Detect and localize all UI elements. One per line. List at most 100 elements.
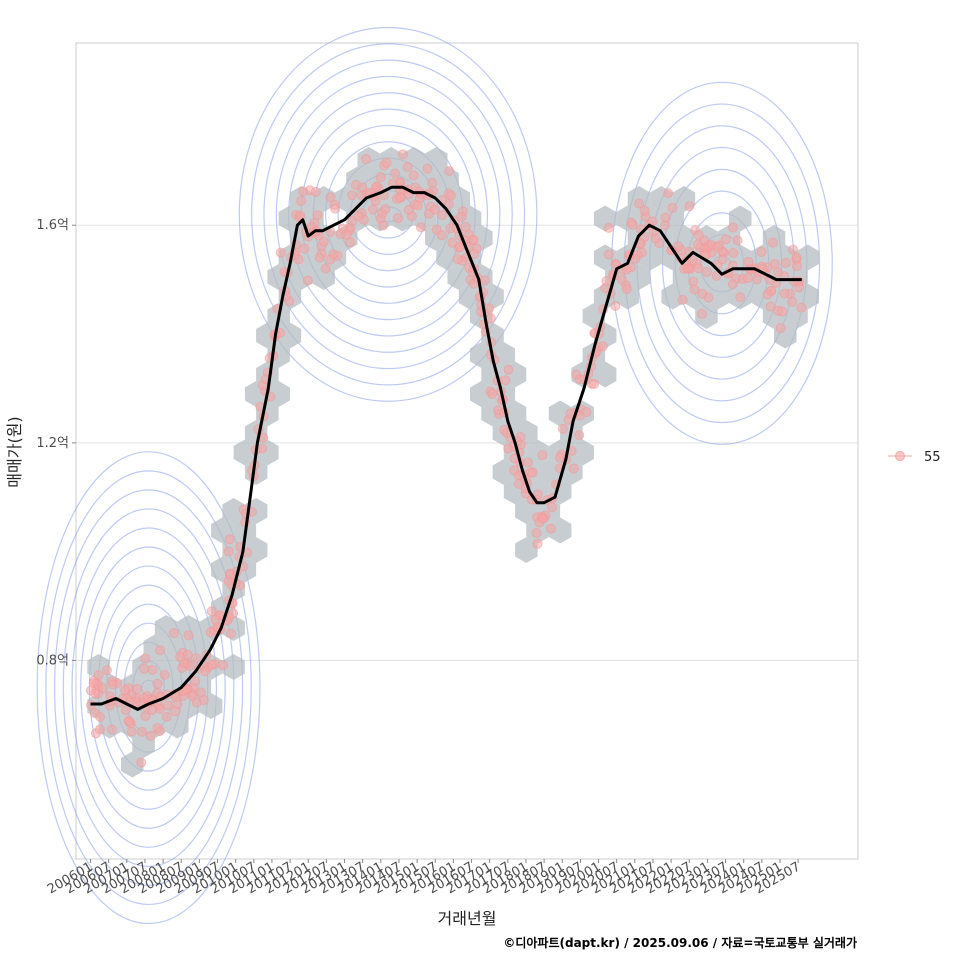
data-point xyxy=(787,296,798,307)
data-point xyxy=(689,284,700,295)
data-point xyxy=(367,204,378,215)
data-point xyxy=(392,213,403,224)
data-point xyxy=(195,687,206,698)
data-point xyxy=(712,241,723,252)
hexbin-cell xyxy=(256,322,279,349)
data-point xyxy=(191,697,202,708)
data-point xyxy=(527,467,538,478)
data-point xyxy=(335,228,346,239)
density-contour xyxy=(275,75,501,353)
data-point xyxy=(94,711,105,722)
data-point xyxy=(732,235,743,246)
data-point xyxy=(415,222,426,233)
data-point xyxy=(170,706,181,717)
data-point xyxy=(767,237,778,248)
data-point xyxy=(344,237,355,248)
data-point xyxy=(621,284,632,295)
data-point xyxy=(484,303,495,314)
data-point xyxy=(791,252,802,263)
data-point xyxy=(302,275,313,286)
data-point xyxy=(325,192,336,203)
data-point xyxy=(161,711,172,722)
data-point xyxy=(555,452,566,463)
data-point xyxy=(360,154,371,165)
hexbin-cell xyxy=(503,400,527,427)
data-point xyxy=(720,234,731,245)
data-point xyxy=(557,423,568,434)
x-axis: 2006012006072007012007072008012008072009… xyxy=(45,859,803,897)
data-point xyxy=(780,257,791,268)
data-point xyxy=(422,163,433,174)
data-point xyxy=(791,261,802,272)
data-point xyxy=(693,263,704,274)
data-point xyxy=(601,275,612,286)
density-contour xyxy=(36,451,261,925)
data-point xyxy=(728,222,739,233)
data-point xyxy=(427,177,438,188)
data-point xyxy=(370,195,381,206)
data-point xyxy=(627,219,638,230)
data-point xyxy=(94,724,105,735)
data-point xyxy=(124,716,135,727)
density-contour xyxy=(263,59,513,370)
data-point xyxy=(545,523,556,534)
plot-panel xyxy=(75,42,859,860)
data-point xyxy=(711,270,722,281)
data-point xyxy=(181,684,192,695)
hexbin-cell xyxy=(436,244,459,271)
hexbin-cell xyxy=(515,537,538,563)
data-point xyxy=(318,236,329,247)
hexbin-cell xyxy=(548,517,572,544)
data-point xyxy=(779,288,790,299)
density-contour xyxy=(80,546,218,829)
data-point xyxy=(684,201,695,212)
data-point xyxy=(102,665,113,676)
data-point xyxy=(225,569,236,580)
density-contour xyxy=(53,489,244,886)
data-point xyxy=(314,252,325,263)
data-point xyxy=(207,659,218,670)
data-point xyxy=(772,267,783,278)
data-point xyxy=(147,664,158,675)
data-point xyxy=(357,182,368,193)
data-point xyxy=(381,157,392,168)
moving-average-layer xyxy=(90,185,802,711)
data-point xyxy=(370,182,381,193)
data-point xyxy=(503,364,514,375)
data-point xyxy=(735,292,746,303)
data-point xyxy=(312,210,323,221)
data-point xyxy=(378,220,389,231)
data-point xyxy=(603,222,614,233)
data-point xyxy=(603,249,614,260)
data-point xyxy=(140,653,151,664)
data-point xyxy=(320,263,331,274)
data-point xyxy=(728,247,739,258)
data-point xyxy=(610,300,621,311)
data-point xyxy=(218,660,229,671)
y-axis: 0.8억 1.2억 1.6억 xyxy=(36,218,76,668)
hexbin-cell xyxy=(470,342,493,368)
data-point xyxy=(460,221,471,232)
data-point xyxy=(329,199,340,210)
hexbin-cell xyxy=(222,498,245,524)
hexbin-cell xyxy=(233,439,257,466)
hexbin-cell xyxy=(571,439,594,466)
data-point xyxy=(223,546,234,557)
hexbin-cell xyxy=(166,712,189,739)
data-point xyxy=(145,730,156,741)
data-point xyxy=(677,294,688,305)
data-point xyxy=(375,172,386,183)
data-point xyxy=(310,186,321,197)
data-point xyxy=(546,502,557,513)
data-point xyxy=(751,274,762,285)
caption: ©디아파트(dapt.kr) / 2025.09.06 / 자료=국토교통부 실… xyxy=(503,935,857,950)
hexbin-cell xyxy=(593,361,617,388)
data-point xyxy=(147,705,158,716)
data-point xyxy=(191,653,202,664)
data-point xyxy=(402,161,413,172)
hexbin-cell xyxy=(458,283,482,310)
data-point xyxy=(693,230,704,241)
data-point xyxy=(88,678,99,689)
data-point xyxy=(589,378,600,389)
